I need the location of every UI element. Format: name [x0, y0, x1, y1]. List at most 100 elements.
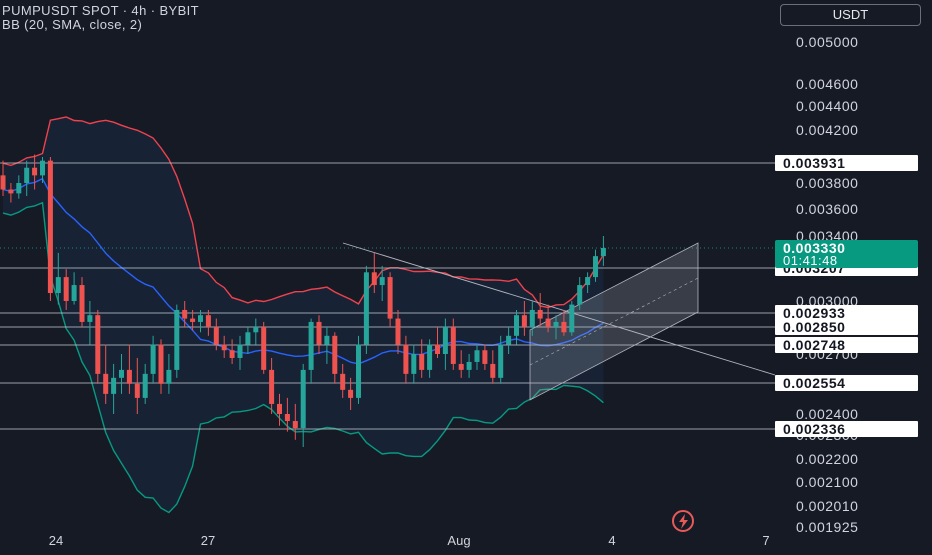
candle-body — [435, 344, 440, 354]
level-price-label-box — [775, 375, 918, 391]
candle-body — [442, 327, 448, 354]
time-axis-label: 27 — [201, 533, 215, 548]
candle-body — [119, 369, 124, 378]
candle-body — [387, 277, 393, 319]
candle-body — [506, 335, 512, 345]
candle-body — [292, 421, 298, 429]
level-price-label: 0.002748 — [783, 337, 845, 353]
level-price-label-box — [775, 305, 918, 321]
level-price-label-box — [775, 421, 918, 437]
candle-body — [490, 363, 496, 378]
price-tick-label: 0.001925 — [796, 519, 858, 535]
candle-body — [277, 403, 282, 414]
flash-icon-bolt — [679, 514, 688, 529]
candle-body — [561, 321, 567, 333]
candle-body — [537, 309, 543, 319]
currency-button[interactable]: USDT — [780, 4, 921, 26]
price-tick-label: 0.002200 — [796, 451, 858, 467]
time-axis-label: 4 — [608, 533, 615, 548]
candle-body — [569, 304, 575, 333]
level-price-label-box — [775, 155, 918, 171]
candle-body — [32, 167, 38, 176]
flash-icon[interactable] — [672, 510, 694, 532]
level-price-label: 0.003931 — [783, 155, 845, 171]
candle-body — [87, 315, 93, 322]
price-tick-label: 0.004400 — [796, 98, 858, 114]
candle-body — [332, 335, 338, 374]
price-tick-label: 0.005000 — [796, 34, 858, 50]
chart-title[interactable]: PUMPUSDT SPOT · 4h · BYBIT — [2, 3, 200, 18]
candle-body — [458, 363, 464, 370]
candle-body — [466, 361, 472, 370]
trendline[interactable] — [342, 242, 776, 376]
candle-body — [8, 189, 14, 194]
candle-body — [529, 309, 535, 327]
candle-body — [284, 414, 290, 422]
level-price-label: 0.002336 — [783, 421, 845, 437]
candle-body — [63, 277, 69, 301]
candle-body — [585, 277, 591, 286]
level-price-label: 0.002850 — [783, 319, 845, 335]
price-tick-label: 0.002010 — [796, 498, 858, 514]
candle-body — [545, 318, 551, 327]
price-tick-label: 0.002400 — [796, 406, 858, 422]
price-tick-label: 0.004600 — [796, 76, 858, 92]
candle-body — [521, 315, 527, 327]
candle-body — [371, 272, 377, 286]
level-price-label: 0.002554 — [783, 375, 845, 391]
candle-body — [419, 354, 425, 370]
time-axis-label: 24 — [49, 533, 63, 548]
candle-body — [395, 318, 401, 345]
candle-body — [474, 350, 480, 362]
bollinger-basis — [2, 177, 604, 365]
candle-body — [16, 183, 22, 194]
price-tick-label: 0.004200 — [796, 122, 858, 138]
indicator-legend[interactable]: BB (20, SMA, close, 2) — [2, 17, 143, 32]
candle-body — [482, 350, 488, 364]
parallel-channel[interactable] — [529, 242, 699, 401]
candle-body — [269, 369, 275, 404]
candle-body — [514, 315, 519, 336]
price-tick-label: 0.002100 — [796, 474, 858, 490]
candle-body — [348, 389, 354, 398]
candle-body — [411, 354, 417, 374]
candle-body — [229, 350, 235, 358]
candle-body — [134, 383, 140, 398]
candle-body — [403, 344, 409, 374]
candle-body — [427, 344, 433, 370]
candle-body — [379, 277, 385, 286]
candle-body — [363, 272, 369, 345]
price-tick-label: 0.003800 — [796, 175, 858, 191]
candle-body — [174, 309, 180, 370]
candle-body — [308, 321, 314, 370]
candle-body — [166, 369, 172, 384]
candle-body — [190, 318, 196, 322]
bollinger-upper-band — [2, 116, 605, 309]
candle-body — [498, 344, 504, 378]
candle-body — [182, 309, 188, 319]
candle-body — [300, 369, 306, 429]
candle-body — [577, 285, 583, 305]
candle-body — [221, 344, 227, 351]
candle-body — [316, 321, 322, 345]
candle-body — [158, 344, 164, 384]
candle-body — [253, 327, 259, 333]
candle-body — [79, 285, 85, 322]
time-axis-label: 7 — [762, 533, 769, 548]
candle-body — [198, 315, 203, 322]
bollinger-fill — [3, 117, 604, 513]
candle-body — [126, 369, 132, 384]
candle-body — [40, 160, 45, 176]
candle-body — [103, 373, 109, 394]
candle-body — [205, 315, 211, 327]
candle-body — [95, 315, 101, 374]
price-tick-label: 0.003600 — [796, 201, 858, 217]
candle-body — [340, 373, 346, 390]
candle-body — [553, 321, 559, 327]
level-price-label: 0.002933 — [783, 305, 845, 321]
current-price-label-box — [775, 240, 918, 268]
time-axis-label: Aug — [447, 533, 470, 548]
current-price-label: 0.003330 — [783, 240, 845, 256]
